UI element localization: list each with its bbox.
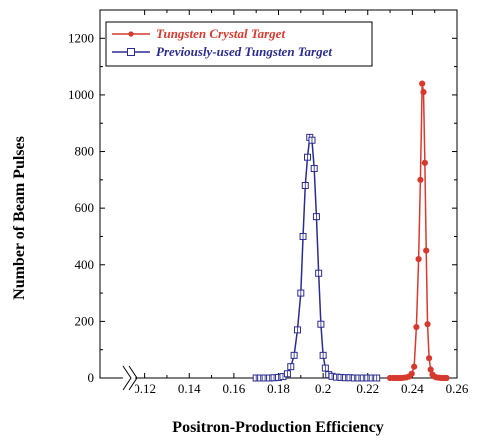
data-point [413,323,420,331]
x-tick-label: 0.12 [133,381,156,396]
data-point [424,321,431,328]
y-tick-label: 1200 [68,30,94,45]
y-tick-label: 600 [75,200,95,215]
data-point [411,363,418,370]
legend-marker-previously-used [127,48,135,56]
series-layer [252,80,450,382]
data-point [443,374,450,382]
x-tick-label: 0.16 [223,381,246,396]
data-point [420,88,427,96]
x-axis: 0.12 0.14 0.16 0.18 0.2 0.22 0.24 0.26 [133,10,469,396]
legend-box [105,21,373,67]
data-point [408,370,415,377]
data-point [427,366,434,373]
x-tick-label: 0.18 [267,381,290,396]
y-axis: 0 200 400 600 800 1000 1200 [68,30,457,385]
legend: Tungsten Crystal Target Previously-used … [105,21,373,67]
y-tick-label: 200 [75,313,95,328]
x-tick-label: 0.2 [315,381,331,396]
legend-marker-tungsten-crystal [128,31,134,37]
y-tick-label: 400 [75,257,95,272]
axis-break-mask [123,364,136,394]
series-line [256,135,377,379]
x-tick-label: 0.22 [356,381,379,396]
x-tick-label: 0.24 [401,381,424,396]
y-tick-label: 1000 [68,87,94,102]
series-line [390,83,447,379]
series-previously-used [252,133,381,382]
data-point [419,80,426,87]
axis-break-stroke [128,365,138,391]
y-axis-title: Number of Beam Pulses [11,136,28,300]
x-tick-label: 0.14 [178,381,201,396]
data-point [426,355,433,362]
y-tick-label: 800 [75,144,95,159]
legend-label-previously-used: Previously-used Tungsten Target [156,44,332,59]
x-axis-title: Positron-Production Efficiency [172,419,383,436]
y-tick-label: 0 [88,370,95,385]
data-point [421,159,428,166]
x-axis-break-marker [122,364,138,394]
data-point [417,176,424,183]
data-point [423,247,430,254]
legend-label-tungsten-crystal: Tungsten Crystal Target [156,26,285,41]
axis-break-stroke [122,365,132,391]
x-tick-label: 0.26 [446,381,469,396]
data-point [415,256,422,263]
series-tungsten-crystal [386,80,450,382]
